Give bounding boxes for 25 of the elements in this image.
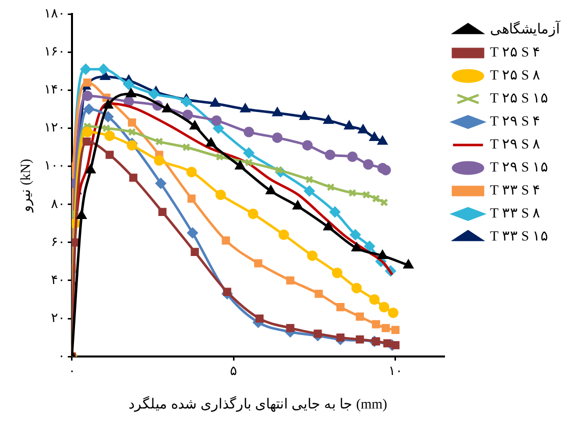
y-tick-label: ۱۲۰ <box>44 120 65 135</box>
legend-label: T ۳۳ S ۱۵ <box>490 230 549 245</box>
y-tick-label: ۱۸۰ <box>44 5 65 20</box>
legend-label: T ۲۹ S ۸ <box>490 138 541 153</box>
y-tick-label: ۸۰ <box>50 196 65 211</box>
legend-label: T ۳۳ S ۴ <box>490 184 541 199</box>
legend-label: آزمایشگاهی <box>490 20 561 38</box>
legend-label: T ۲۵ S ۱۵ <box>490 92 549 107</box>
y-tick-label: ۶۰ <box>50 234 65 249</box>
y-tick-label: ۲۰ <box>50 310 65 325</box>
y-tick-label: ۱۴۰ <box>44 82 65 97</box>
x-tick-label: ۱۰ <box>388 362 402 378</box>
y-tick-label: ۱۶۰ <box>44 43 65 58</box>
y-tick-label: ۱۰۰ <box>44 158 65 173</box>
legend-label: T ۳۳ S ۸ <box>490 206 541 222</box>
x-tick-label: ۵ <box>230 362 238 378</box>
y-axis-title: نیرو (kN) <box>19 158 34 213</box>
y-tick-label: ۴۰ <box>50 272 65 287</box>
x-axis-title: جا به جایی انتهای بارگذاری شده میلگرد (mm) <box>128 395 388 412</box>
legend-label: T ۲۵ S ۴ <box>490 46 541 61</box>
legend-label: T ۲۵ S ۸ <box>490 68 541 84</box>
x-tick-label: ۰ <box>68 362 76 378</box>
legend-label: T ۲۹ S ۴ <box>490 114 541 130</box>
y-tick-label: ۰ <box>58 348 65 364</box>
legend-label: T ۲۹ S ۱۵ <box>490 160 549 176</box>
